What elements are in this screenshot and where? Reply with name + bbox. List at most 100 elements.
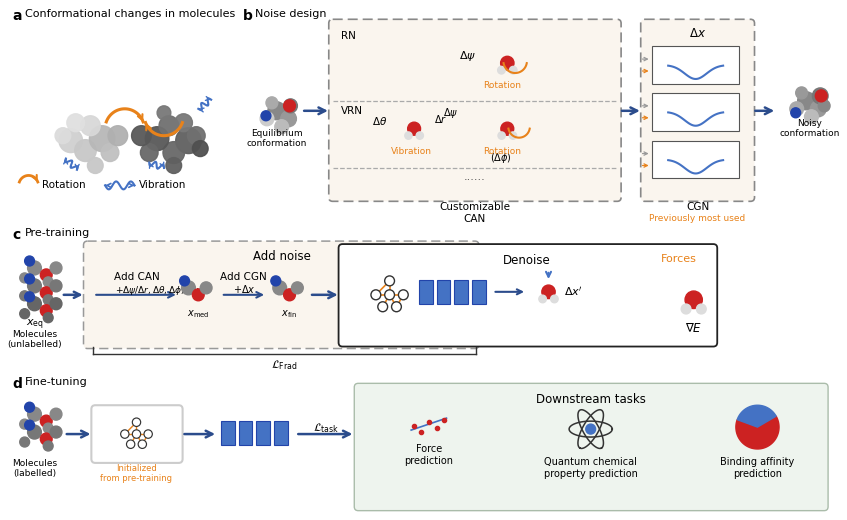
FancyBboxPatch shape — [640, 19, 755, 201]
FancyBboxPatch shape — [84, 241, 479, 348]
Circle shape — [43, 277, 53, 287]
Circle shape — [181, 281, 196, 295]
Circle shape — [378, 302, 388, 311]
Text: Add noise: Add noise — [252, 250, 311, 263]
Text: Conformational changes in molecules: Conformational changes in molecules — [25, 9, 235, 19]
Text: $+\Delta x$: $+\Delta x$ — [233, 283, 256, 295]
Circle shape — [416, 132, 424, 139]
Circle shape — [501, 56, 514, 70]
Circle shape — [41, 415, 53, 427]
Circle shape — [25, 402, 35, 412]
Circle shape — [371, 290, 381, 300]
Text: Molecules
(unlabelled): Molecules (unlabelled) — [7, 330, 62, 349]
Bar — [652, 46, 739, 84]
Circle shape — [280, 111, 296, 127]
Circle shape — [19, 419, 30, 429]
Circle shape — [818, 100, 830, 112]
Circle shape — [385, 290, 395, 300]
Circle shape — [812, 88, 828, 104]
Circle shape — [19, 309, 30, 319]
Circle shape — [816, 90, 828, 102]
Circle shape — [266, 97, 278, 109]
Circle shape — [261, 111, 271, 121]
Text: $\nabla E$: $\nabla E$ — [685, 322, 702, 335]
Text: RN: RN — [340, 31, 356, 41]
Circle shape — [498, 67, 505, 74]
Circle shape — [43, 295, 53, 305]
Circle shape — [28, 425, 42, 439]
Circle shape — [80, 116, 100, 136]
Circle shape — [385, 276, 395, 286]
Circle shape — [391, 302, 401, 311]
Bar — [454, 280, 468, 304]
Text: Equilibrium
conformation: Equilibrium conformation — [246, 129, 307, 148]
Circle shape — [146, 127, 169, 151]
Circle shape — [539, 295, 546, 303]
Text: $\Delta\psi$: $\Delta\psi$ — [443, 106, 458, 120]
Circle shape — [132, 430, 141, 438]
FancyBboxPatch shape — [91, 405, 183, 463]
Circle shape — [50, 408, 62, 420]
Circle shape — [19, 273, 30, 283]
Circle shape — [25, 256, 35, 266]
Circle shape — [50, 262, 62, 274]
Polygon shape — [737, 405, 776, 427]
Circle shape — [25, 274, 35, 284]
Text: $x_{\rm eq}$: $x_{\rm eq}$ — [25, 318, 43, 332]
Text: Initialized
from pre-training: Initialized from pre-training — [101, 464, 173, 483]
Text: $x_{\rm fin}$: $x_{\rm fin}$ — [281, 308, 297, 320]
Circle shape — [41, 269, 53, 281]
Text: $\mathcal{L}_{\rm Frad}$: $\mathcal{L}_{\rm Frad}$ — [271, 358, 298, 372]
Circle shape — [75, 140, 97, 162]
Circle shape — [284, 289, 296, 301]
Circle shape — [268, 102, 285, 120]
Text: $(\Delta\phi)$: $(\Delta\phi)$ — [490, 151, 512, 165]
Text: Vibration: Vibration — [138, 180, 185, 190]
Circle shape — [50, 280, 62, 292]
Circle shape — [141, 144, 158, 162]
Circle shape — [108, 126, 128, 146]
Circle shape — [43, 423, 53, 433]
Text: d: d — [12, 378, 22, 392]
Circle shape — [87, 158, 103, 174]
Circle shape — [398, 290, 408, 300]
Text: VRN: VRN — [340, 106, 363, 116]
Bar — [652, 140, 739, 178]
Text: $\Delta\theta$: $\Delta\theta$ — [373, 115, 388, 127]
Circle shape — [291, 282, 303, 294]
Text: Previously most used: Previously most used — [650, 214, 745, 223]
Text: Customizable
CAN: Customizable CAN — [440, 202, 511, 224]
Circle shape — [120, 430, 129, 438]
Circle shape — [696, 304, 706, 314]
Circle shape — [407, 122, 421, 135]
Circle shape — [25, 292, 35, 302]
Circle shape — [101, 144, 119, 162]
Circle shape — [19, 437, 30, 447]
Text: a: a — [12, 9, 21, 23]
Circle shape — [284, 100, 296, 112]
Text: c: c — [12, 228, 20, 242]
Polygon shape — [736, 416, 779, 449]
Circle shape — [174, 114, 192, 132]
Circle shape — [175, 128, 202, 153]
Text: Denoise: Denoise — [503, 254, 551, 267]
Circle shape — [90, 126, 115, 152]
Text: $\Delta r$: $\Delta r$ — [434, 113, 447, 125]
Circle shape — [791, 108, 800, 118]
Circle shape — [192, 289, 204, 301]
Circle shape — [790, 102, 804, 116]
Text: Binding affinity
prediction: Binding affinity prediction — [720, 457, 794, 478]
Circle shape — [41, 287, 53, 299]
Circle shape — [274, 120, 289, 134]
Circle shape — [126, 440, 135, 448]
Text: Pre-training: Pre-training — [25, 228, 90, 238]
Text: b: b — [242, 9, 252, 23]
Text: CGN: CGN — [686, 202, 709, 212]
Bar — [256, 421, 270, 445]
Text: Add CAN: Add CAN — [113, 272, 159, 282]
Text: Add CGN: Add CGN — [220, 272, 267, 282]
Circle shape — [586, 424, 595, 434]
Text: $+\Delta\psi/\Delta r, \Delta\theta, \Delta\phi, \Delta\psi$: $+\Delta\psi/\Delta r, \Delta\theta, \De… — [115, 284, 199, 297]
Circle shape — [144, 430, 152, 438]
Circle shape — [25, 420, 35, 430]
